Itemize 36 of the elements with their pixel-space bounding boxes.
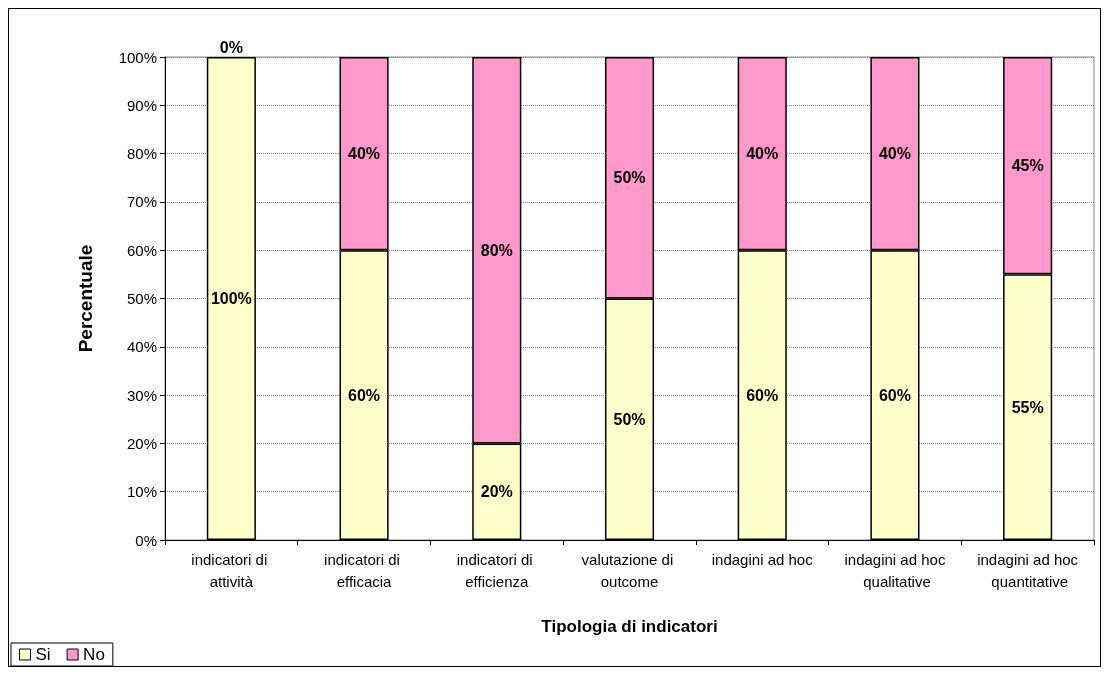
data-label: 60%	[348, 386, 381, 404]
x-tick-label: indicatori di attività	[191, 550, 272, 590]
data-label: 45%	[1011, 157, 1044, 175]
x-tick-label: indicatori di efficacia	[324, 550, 405, 590]
y-axis-title: Percentuale	[75, 244, 96, 353]
data-label: 100%	[210, 290, 252, 307]
data-label: 60%	[878, 386, 911, 404]
data-label: 55%	[1011, 398, 1044, 416]
x-tick-label: indagini ad hoc quantitative	[977, 550, 1079, 590]
data-label: 40%	[746, 145, 779, 163]
y-tick-label: 50%	[126, 290, 157, 307]
data-label: 40%	[878, 145, 911, 163]
y-tick-label: 40%	[126, 338, 157, 356]
legend-label: Si	[35, 645, 51, 664]
y-tick-label: 0%	[135, 531, 157, 549]
y-tick-label: 60%	[126, 241, 157, 259]
data-label: 80%	[480, 241, 513, 259]
x-tick-label: indagini ad hoc	[711, 550, 814, 568]
data-label: 20%	[480, 483, 513, 501]
x-tick-label: indicatori di efficienza	[456, 550, 537, 590]
y-tick-label: 90%	[126, 96, 157, 114]
y-tick-label: 100%	[118, 48, 157, 66]
y-tick-label: 10%	[126, 483, 157, 501]
x-tick-label: valutazione di outcome	[581, 550, 678, 590]
data-label: 0%	[219, 38, 243, 56]
y-tick-label: 80%	[126, 145, 157, 163]
y-tick-label: 70%	[126, 193, 157, 211]
legend-label: No	[83, 645, 105, 664]
x-axis-title: Tipologia di indicatori	[541, 617, 718, 636]
data-label: 50%	[613, 169, 646, 187]
data-label: 60%	[746, 386, 779, 404]
data-label: 40%	[348, 145, 381, 163]
y-tick-label: 30%	[126, 386, 157, 404]
x-tick-label: indagini ad hoc qualitative	[844, 550, 946, 590]
data-label: 50%	[613, 410, 646, 428]
y-tick-label: 20%	[126, 434, 157, 452]
